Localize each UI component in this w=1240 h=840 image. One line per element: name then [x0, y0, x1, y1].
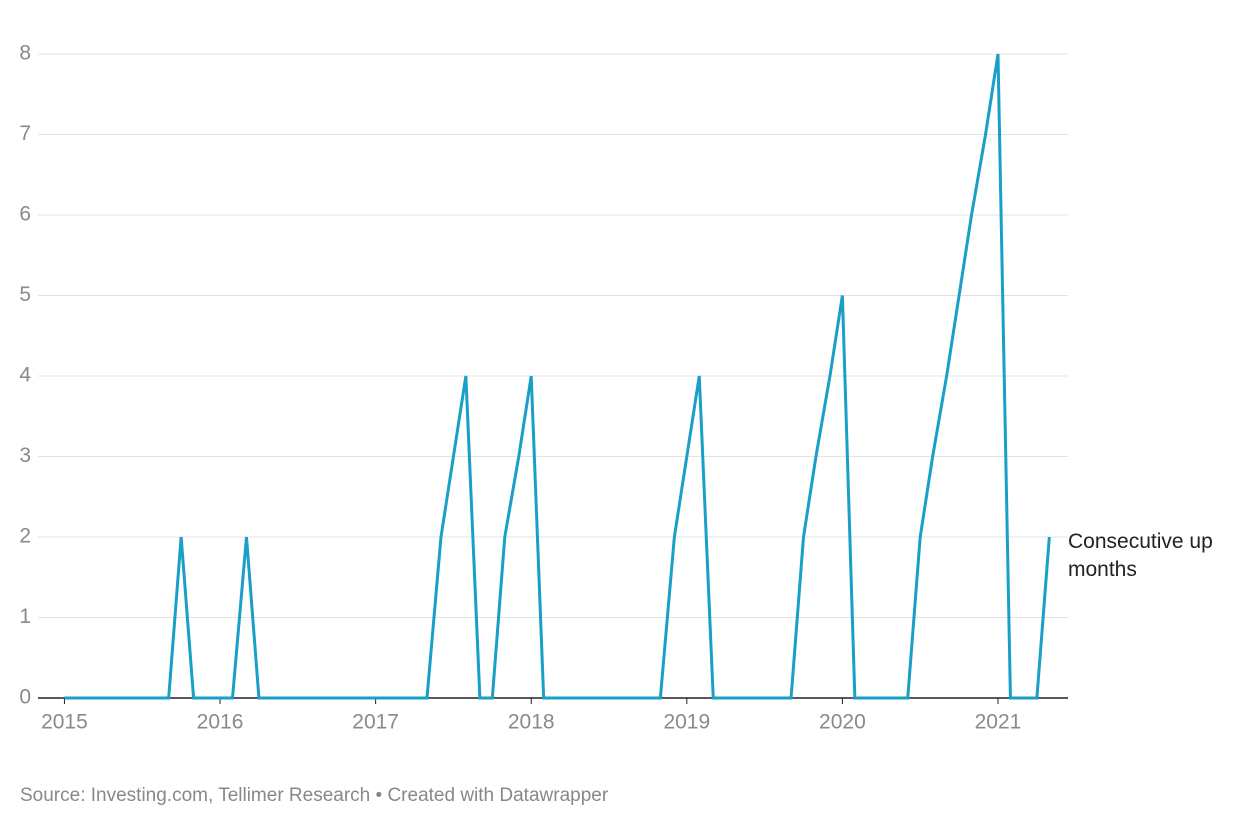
y-tick-label: 3	[19, 444, 31, 467]
source-note: Source: Investing.com, Tellimer Research…	[20, 785, 609, 806]
line	[64, 53, 1051, 700]
x-tick-label: 2018	[508, 711, 555, 734]
y-tick-label: 5	[19, 283, 31, 306]
x-tick-label: 2019	[663, 711, 710, 734]
y-tick-label: 2	[19, 525, 31, 548]
y-tick-label: 0	[19, 686, 31, 709]
x-tick-label: 2021	[975, 711, 1022, 734]
x-tick-label: 2017	[352, 711, 399, 734]
y-tick-label: 7	[19, 122, 31, 145]
y-tick-label: 1	[19, 605, 31, 628]
y-tick-label: 4	[19, 364, 31, 387]
series-label: Consecutive up months	[1068, 530, 1213, 581]
y-tick-label: 6	[19, 203, 31, 226]
y-tick-label: 8	[19, 42, 31, 65]
x-tick-label: 2015	[41, 711, 88, 734]
x-tick-label: 2020	[819, 711, 866, 734]
x-tick-label: 2016	[197, 711, 244, 734]
